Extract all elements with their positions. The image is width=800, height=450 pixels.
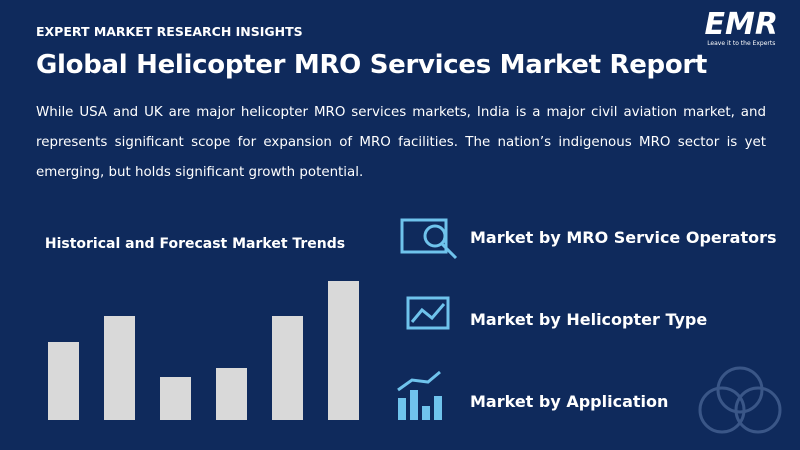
kicker: EXPERT MARKET RESEARCH INSIGHTS [36, 24, 303, 39]
item: Market by Application [470, 392, 669, 411]
icon-tablet [406, 296, 450, 330]
title: Global Helicopter MRO Services Market Re… [36, 50, 708, 80]
deco-circle [698, 386, 746, 434]
bar [272, 316, 303, 420]
logo-text: EMR [704, 7, 778, 42]
chart-title: Historical and Forecast Market Trends [45, 236, 345, 252]
deco-circle [716, 366, 764, 414]
logo-tagline: Leave it to the Experts [707, 40, 776, 47]
item: Market by MRO Service Operators [470, 228, 777, 247]
item: Market by Helicopter Type [470, 310, 708, 329]
icon-bars [398, 390, 442, 420]
icon-handle [440, 242, 458, 260]
icons [397, 218, 782, 434]
body-text: While USA and UK are major helicopter MR… [36, 105, 766, 180]
deco-circle [734, 386, 782, 434]
bar [104, 316, 135, 420]
bar [160, 377, 191, 420]
icon-network [397, 370, 441, 392]
icon-lens [423, 224, 447, 248]
bar [328, 281, 359, 420]
logo: EMR Leave it to the Experts [704, 7, 778, 48]
bar [216, 368, 247, 420]
icon-trend [410, 303, 446, 323]
bar [48, 342, 79, 420]
